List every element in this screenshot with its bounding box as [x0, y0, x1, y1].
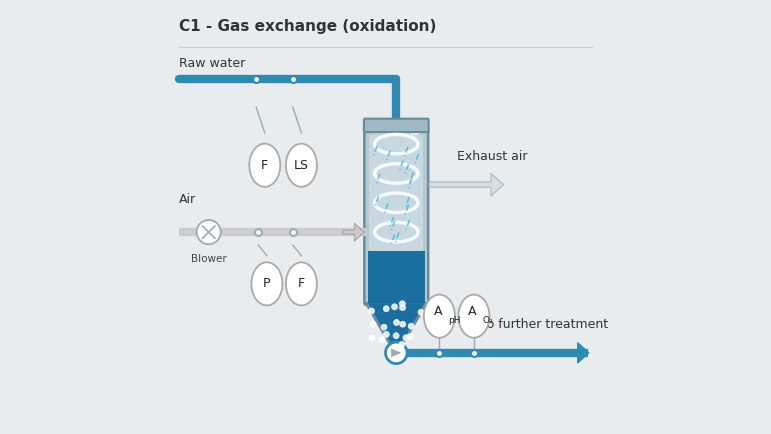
Circle shape [393, 333, 399, 339]
Polygon shape [366, 303, 426, 355]
Circle shape [399, 321, 406, 327]
Circle shape [399, 305, 406, 311]
Text: F: F [298, 277, 305, 290]
Circle shape [392, 304, 398, 310]
Text: C1 - Gas exchange (oxidation): C1 - Gas exchange (oxidation) [180, 19, 436, 34]
FancyBboxPatch shape [365, 129, 428, 305]
Circle shape [403, 335, 409, 341]
Text: A: A [433, 306, 442, 319]
Circle shape [418, 309, 424, 315]
Ellipse shape [424, 295, 455, 338]
Circle shape [399, 301, 406, 307]
Text: P: P [263, 277, 271, 290]
FancyBboxPatch shape [368, 251, 425, 303]
Text: A: A [468, 306, 476, 319]
Circle shape [393, 319, 399, 326]
Circle shape [370, 321, 376, 327]
Ellipse shape [249, 144, 281, 187]
Text: Raw water: Raw water [180, 56, 246, 69]
Circle shape [369, 308, 375, 314]
Text: To further treatment: To further treatment [482, 318, 608, 331]
Text: LS: LS [294, 159, 309, 172]
Circle shape [379, 336, 385, 342]
FancyBboxPatch shape [364, 118, 429, 132]
Circle shape [383, 331, 389, 337]
Circle shape [407, 334, 413, 340]
Text: Blower: Blower [191, 253, 227, 263]
Circle shape [383, 306, 389, 312]
Polygon shape [391, 349, 402, 357]
Circle shape [381, 324, 387, 330]
Circle shape [197, 220, 221, 244]
Text: F: F [261, 159, 268, 172]
Text: pH: pH [448, 316, 460, 325]
Circle shape [408, 323, 414, 329]
Polygon shape [368, 303, 425, 353]
Text: Exhaust air: Exhaust air [456, 150, 527, 163]
Circle shape [386, 342, 407, 364]
Ellipse shape [286, 262, 317, 306]
Ellipse shape [251, 262, 282, 306]
Circle shape [399, 342, 405, 348]
Text: O₂: O₂ [483, 316, 493, 325]
Ellipse shape [286, 144, 317, 187]
Circle shape [369, 335, 375, 341]
Bar [369, 135, 423, 251]
Ellipse shape [459, 295, 490, 338]
Text: Air: Air [180, 193, 197, 206]
